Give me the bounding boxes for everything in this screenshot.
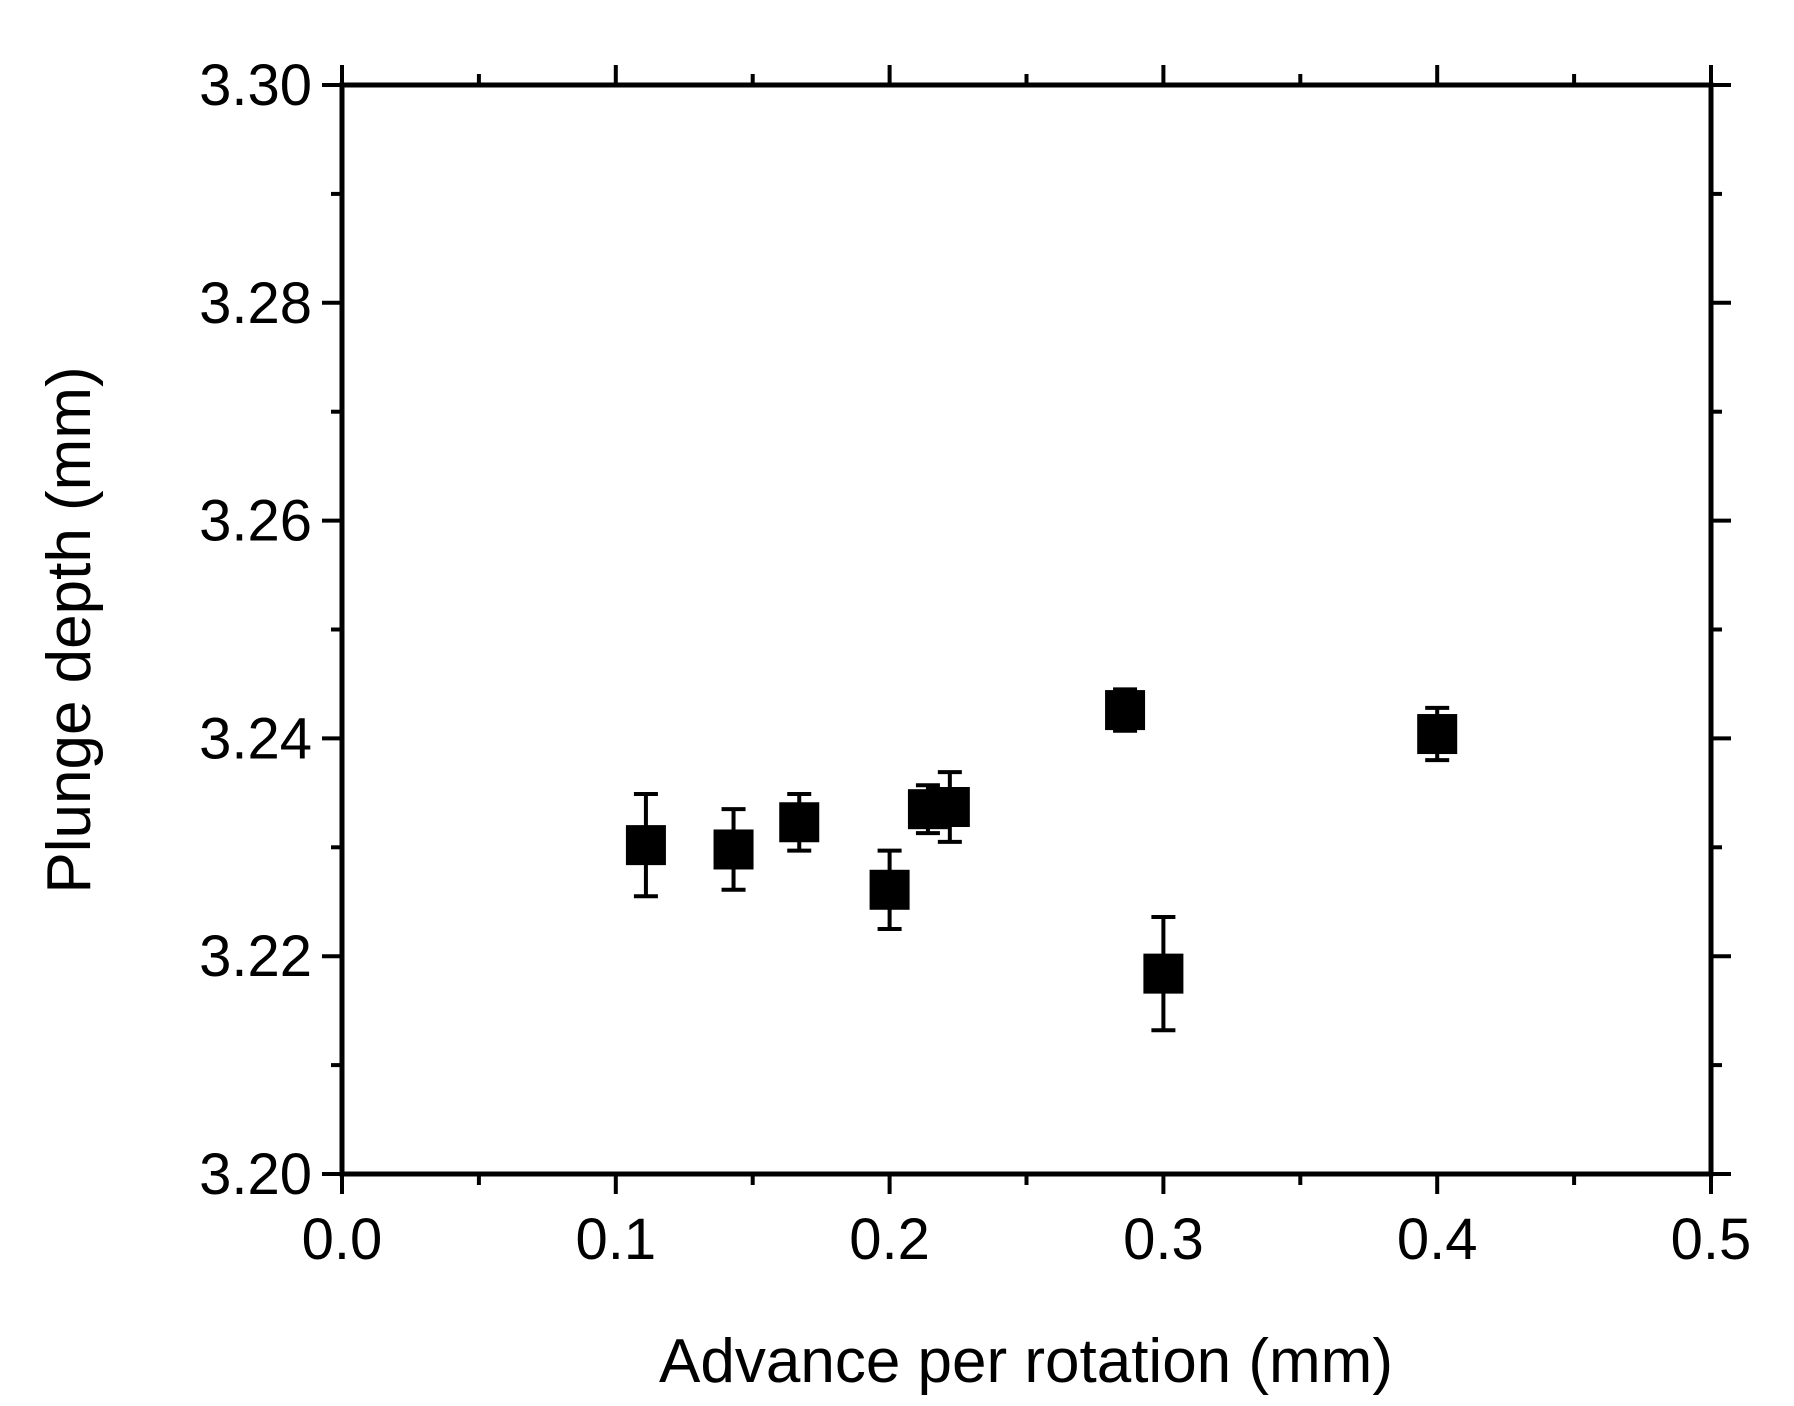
y-tick-label: 3.22: [199, 924, 312, 989]
x-tick-label: 0.4: [1397, 1207, 1478, 1272]
y-tick-label: 3.20: [199, 1142, 312, 1207]
data-point-marker: [1143, 953, 1184, 994]
y-tick-label: 3.30: [199, 53, 312, 118]
data-point-marker: [1417, 714, 1458, 755]
y-tick-label: 3.26: [199, 489, 312, 554]
x-axis-title: Advance per rotation (mm): [659, 1327, 1393, 1396]
y-axis-tick-labels: 3.20 3.22 3.24 3.26 3.28 3.30: [199, 53, 312, 1207]
x-axis-ticks: [340, 65, 1713, 1194]
plot-frame: [339, 82, 1714, 1177]
x-tick-label: 0.3: [1123, 1207, 1204, 1272]
data-point-marker: [869, 869, 910, 910]
data-point-marker: [929, 787, 970, 828]
data-point-marker: [1105, 690, 1146, 731]
x-tick-label: 0.5: [1671, 1207, 1752, 1272]
y-tick-label: 3.28: [199, 271, 312, 336]
data-point-marker: [625, 825, 666, 866]
x-tick-label: 0.1: [575, 1207, 656, 1272]
data-markers: [625, 690, 1458, 994]
x-axis-tick-labels: 0.0 0.1 0.2 0.3 0.4 0.5: [302, 1207, 1752, 1272]
x-tick-label: 0.2: [849, 1207, 930, 1272]
error-bars: [633, 687, 1450, 1033]
y-axis-title: Plunge depth (mm): [35, 366, 104, 893]
y-axis-ticks: [322, 83, 1731, 1176]
x-tick-label: 0.0: [302, 1207, 383, 1272]
data-point-marker: [779, 802, 820, 843]
data-point-marker: [713, 829, 754, 870]
y-tick-label: 3.24: [199, 706, 312, 771]
